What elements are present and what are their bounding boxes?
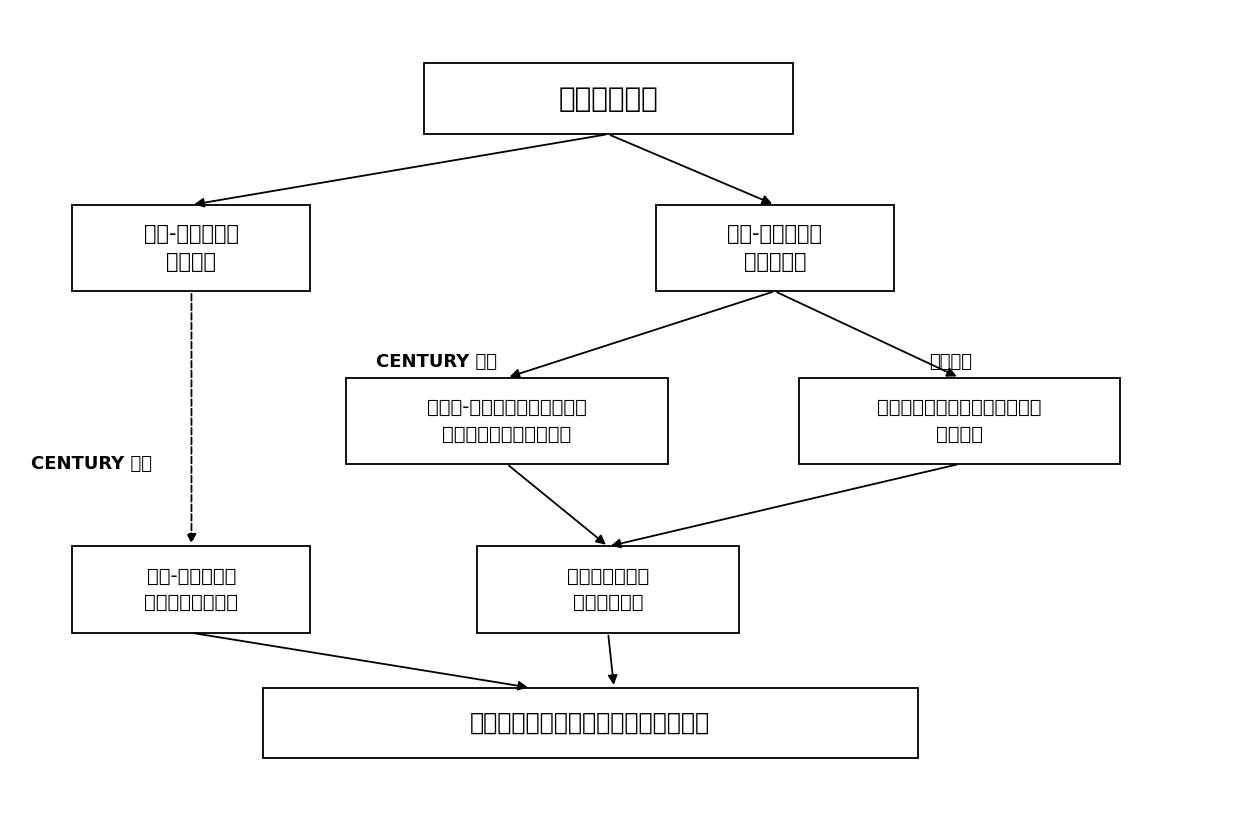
- Text: 小麦-玉米轮作区
域土壤有机碳储量: 小麦-玉米轮作区 域土壤有机碳储量: [144, 567, 238, 613]
- Text: 时序采样: 时序采样: [930, 353, 972, 371]
- FancyBboxPatch shape: [263, 688, 918, 758]
- Text: 小麦-玉米轮作变
为蔬菜区域: 小麦-玉米轮作变 为蔬菜区域: [727, 224, 822, 272]
- Text: CENTURY 模型: CENTURY 模型: [31, 455, 151, 473]
- FancyBboxPatch shape: [346, 378, 667, 464]
- Text: 兰陵县农用地土壤有机碳储量动态变化: 兰陵县农用地土壤有机碳储量动态变化: [470, 711, 711, 735]
- FancyBboxPatch shape: [72, 204, 310, 291]
- FancyBboxPatch shape: [477, 546, 739, 633]
- FancyBboxPatch shape: [72, 546, 310, 633]
- FancyBboxPatch shape: [424, 64, 792, 134]
- Text: 小麦-玉米轮作未
变化区域: 小麦-玉米轮作未 变化区域: [144, 224, 239, 272]
- Text: 蔬菜种植区域土
壤有机碳储量: 蔬菜种植区域土 壤有机碳储量: [567, 567, 650, 613]
- Text: 以小麦-玉米轮作参数进行模型
模拟得到土壤有机碳储量: 以小麦-玉米轮作参数进行模型 模拟得到土壤有机碳储量: [427, 398, 587, 443]
- Text: 兰陵县农用地: 兰陵县农用地: [558, 85, 658, 113]
- FancyBboxPatch shape: [799, 378, 1120, 464]
- Text: CENTURY 模型: CENTURY 模型: [376, 353, 497, 371]
- FancyBboxPatch shape: [656, 204, 894, 291]
- Text: 蔬菜种植方式的相对土壤有机碳
储量增量: 蔬菜种植方式的相对土壤有机碳 储量增量: [877, 398, 1042, 443]
